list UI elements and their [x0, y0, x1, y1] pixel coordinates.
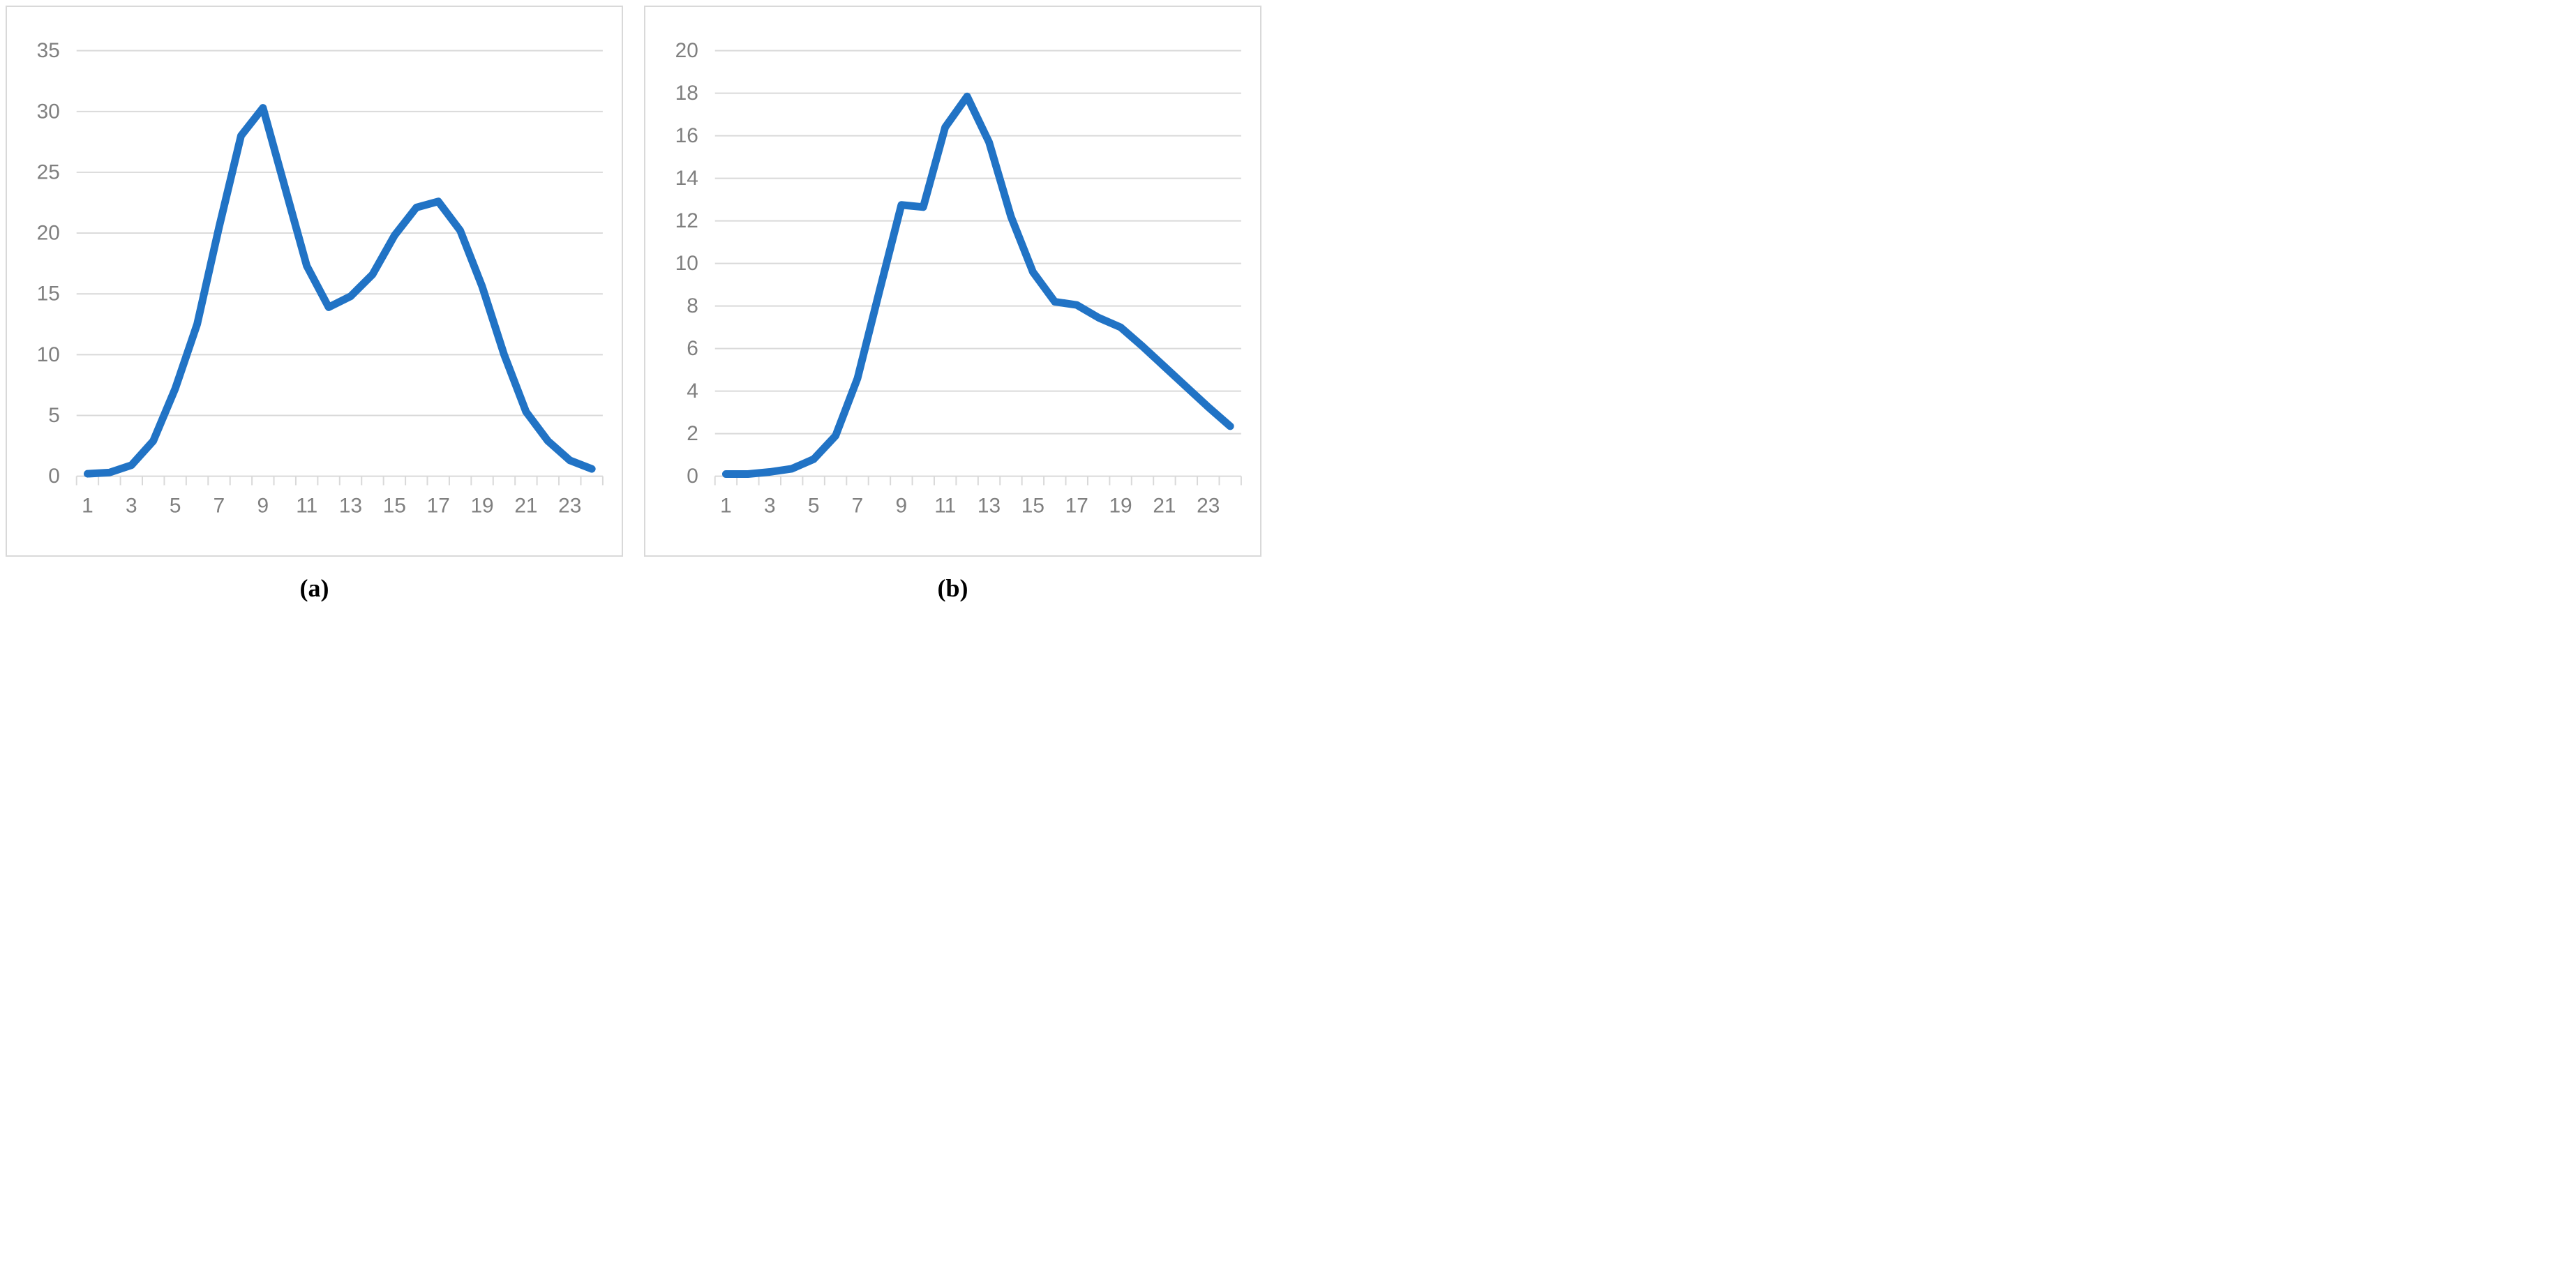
y-tick-label: 18: [675, 82, 698, 105]
y-tick-label: 6: [687, 337, 698, 360]
x-tick-label: 1: [720, 494, 732, 517]
x-tick-label: 3: [764, 494, 776, 517]
y-tick-label: 10: [675, 252, 698, 275]
y-tick-label: 25: [37, 160, 60, 183]
y-tick-label: 4: [687, 380, 698, 403]
y-tick-label: 35: [37, 39, 60, 62]
y-tick-label: 5: [48, 404, 60, 427]
data-series-line: [721, 92, 1234, 478]
x-tick-label: 13: [978, 494, 1001, 517]
y-tick-label: 0: [48, 465, 60, 488]
y-tick-label: 0: [687, 465, 698, 488]
y-tick-label: 30: [37, 100, 60, 123]
chart-panel-a: 0 5 10 15 20 25 30 35 1 3 5 7 9 11 13 15 17 19 21 23: [6, 6, 623, 557]
x-tick-label: 19: [470, 494, 493, 517]
captions-row: (a) (b): [0, 573, 1288, 603]
x-tick-label: 19: [1109, 494, 1132, 517]
x-tick-label: 5: [808, 494, 820, 517]
x-tick-label: 1: [82, 494, 93, 517]
x-tick-label: 21: [1153, 494, 1176, 517]
x-tick-label: 11: [296, 494, 317, 517]
x-tick-label: 9: [896, 494, 908, 517]
x-tick-label: 15: [1021, 494, 1044, 517]
caption-b: (b): [937, 574, 968, 602]
x-tick-label: 9: [257, 494, 269, 517]
x-tick-label: 17: [1065, 494, 1088, 517]
y-tick-label: 14: [675, 167, 698, 190]
y-tick-label: 8: [687, 294, 698, 317]
y-tick-label: 15: [37, 283, 60, 306]
x-tick-label: 13: [339, 494, 362, 517]
y-tick-label: 16: [675, 124, 698, 147]
x-tick-label: 21: [514, 494, 537, 517]
x-tick-label: 7: [214, 494, 225, 517]
data-series-line: [83, 104, 596, 478]
y-tick-label: 12: [675, 209, 698, 232]
x-tick-label: 23: [1197, 494, 1220, 517]
y-tick-label: 10: [37, 343, 60, 366]
y-tick-label: 20: [675, 39, 698, 62]
y-tick-label: 20: [37, 222, 60, 245]
x-tick-label: 17: [427, 494, 450, 517]
x-tick-label: 11: [934, 494, 956, 517]
caption-a: (a): [299, 574, 329, 602]
x-tick-label: 3: [126, 494, 137, 517]
y-tick-label: 2: [687, 422, 698, 445]
x-tick-label: 23: [558, 494, 581, 517]
x-tick-label: 15: [383, 494, 406, 517]
x-tick-label: 5: [170, 494, 181, 517]
x-tick-label: 7: [852, 494, 864, 517]
chart-panel-b: 0 2 4 6 8 10 12 14 16 18 20 1 3 5 7 9 11 13 15 17 19 21 23: [644, 6, 1261, 557]
